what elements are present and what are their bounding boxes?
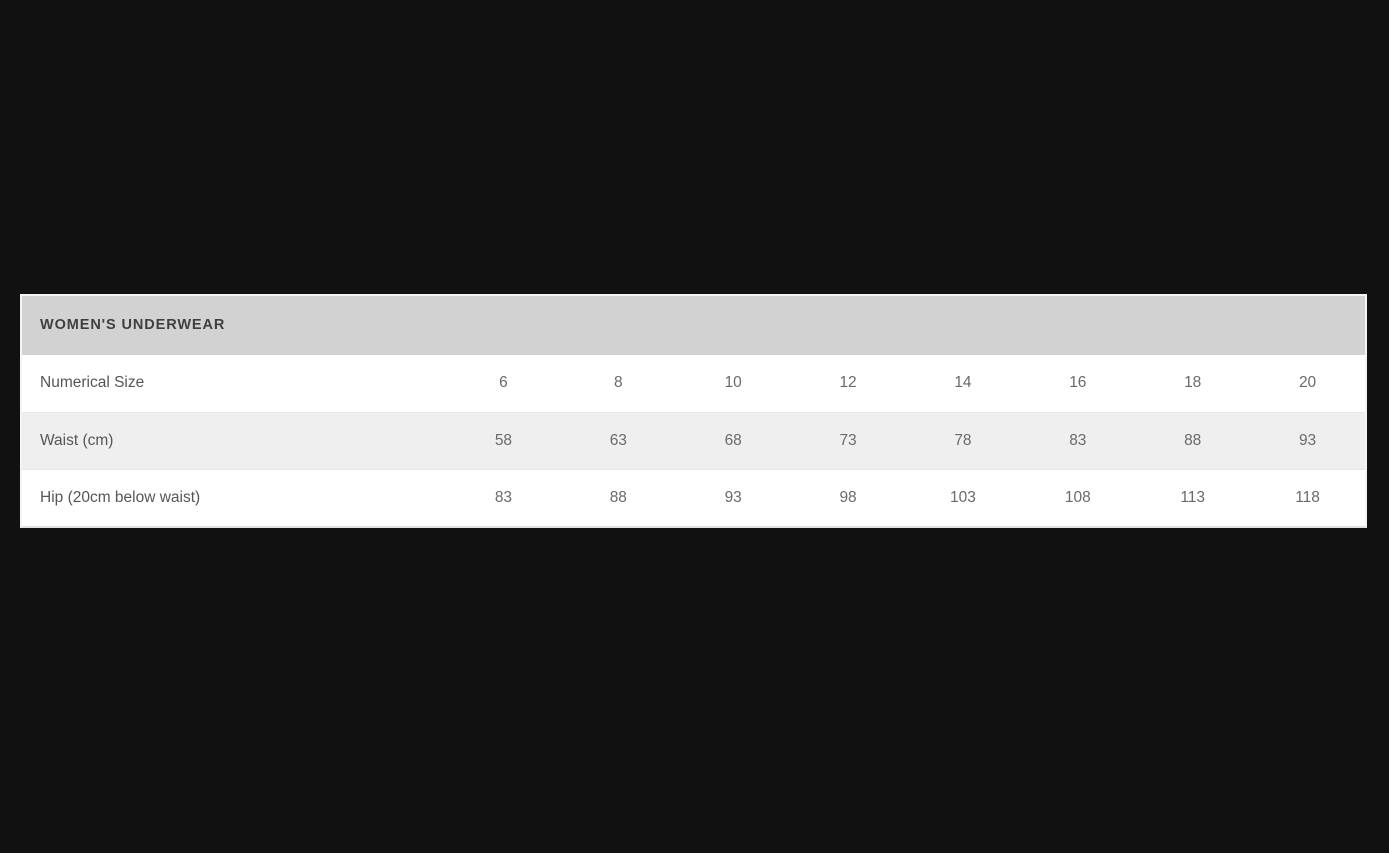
cell-numerical-size-4: 14: [954, 374, 972, 392]
row-label-waist: Waist (cm): [22, 411, 446, 470]
cell-hip-2: 93: [724, 488, 742, 506]
cell-hip-0: 83: [494, 488, 513, 506]
cell-hip-5: 108: [1064, 488, 1091, 506]
row-label-hip: Hip (20cm below waist): [40, 488, 201, 506]
cell-hip-1: 88: [609, 488, 627, 506]
row-label-numerical-size: Numerical Size: [40, 374, 145, 392]
cell-numerical-size-2: 10: [724, 374, 742, 392]
cell-numerical-size-7: 20: [1298, 374, 1317, 392]
cell-hip-6: 113: [1180, 488, 1206, 506]
cell-waist-0: 58: [446, 411, 561, 470]
table-row: Numerical Size 6 8 10 12 14 16 18 20: [22, 355, 1365, 412]
size-chart-title: WOMEN'S UNDERWEAR: [40, 317, 226, 334]
cell-numerical-size-5: 16: [1069, 374, 1087, 392]
measurements-table: Numerical Size 6 8 10 12 14 16 18 20 Wai…: [22, 355, 1365, 526]
table-row: Hip (20cm below waist) 83 88 93 98 103 1…: [22, 469, 1365, 526]
cell-waist-6: 88: [1135, 411, 1251, 470]
cell-waist-3: 73: [790, 411, 906, 470]
cell-waist-2: 68: [675, 411, 791, 470]
cell-waist-5: 83: [1020, 411, 1136, 470]
cell-waist-4: 78: [905, 411, 1021, 470]
cell-hip-3: 98: [839, 488, 857, 506]
size-chart-table: WOMEN'S UNDERWEAR Numerical Size 6 8 10 …: [20, 294, 1367, 528]
cell-numerical-size-6: 18: [1184, 374, 1202, 392]
cell-numerical-size-0: 6: [499, 374, 508, 392]
cell-numerical-size-1: 8: [614, 374, 623, 392]
table-row: Waist (cm) 58 63 68 73 78 83 88 93: [22, 411, 1365, 470]
size-chart-header: WOMEN'S UNDERWEAR: [22, 296, 1365, 355]
table-body: Numerical Size 6 8 10 12 14 16 18 20 Wai…: [22, 355, 1365, 526]
cell-hip-4: 103: [950, 488, 976, 506]
cell-hip-7: 118: [1295, 488, 1320, 506]
cell-waist-1: 63: [560, 411, 676, 470]
cell-waist-7: 93: [1250, 411, 1365, 470]
cell-numerical-size-3: 12: [839, 374, 857, 392]
